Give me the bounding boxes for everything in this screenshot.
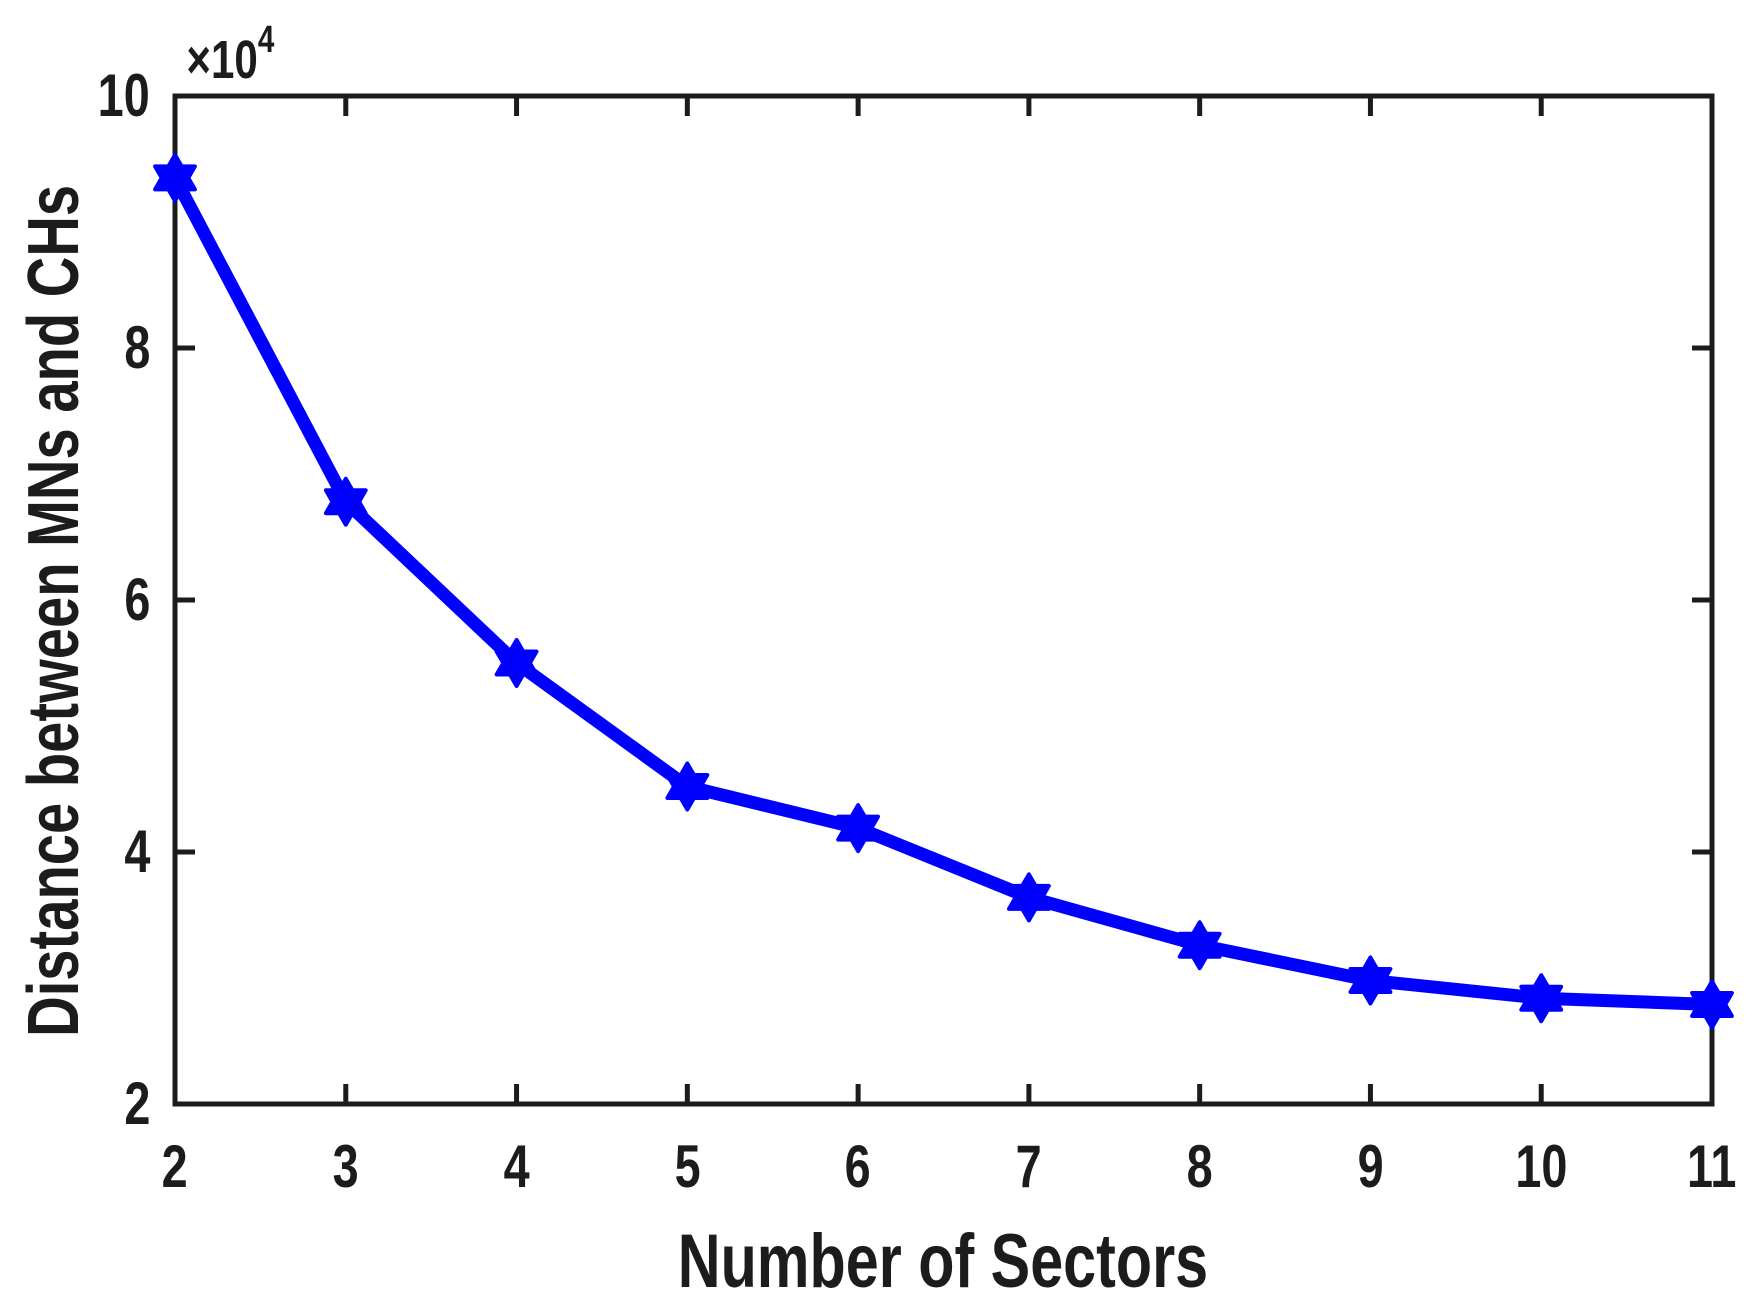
- x-tick-label-6: 6: [845, 1133, 872, 1200]
- y-tick-label-8: 8: [123, 314, 150, 381]
- data-point-x7: [1007, 872, 1051, 923]
- x-tick-label-9: 9: [1357, 1133, 1384, 1200]
- x-tick-label-8: 8: [1186, 1133, 1213, 1200]
- x-tick-label-3: 3: [332, 1133, 359, 1200]
- x-tick-label-11: 11: [1687, 1133, 1737, 1200]
- y-axis-multiplier: ×104: [174, 10, 287, 90]
- data-point-x11: [1690, 979, 1734, 1030]
- y-tick-label-10: 10: [97, 62, 150, 129]
- data-point-x10: [1519, 973, 1564, 1024]
- axis-box: [172, 93, 1715, 1107]
- x-tick-label-7: 7: [1015, 1133, 1042, 1200]
- x-tick-label-10: 10: [1515, 1133, 1568, 1200]
- x-tick-label-2: 2: [161, 1133, 189, 1200]
- y-axis-multiplier-base: ×10: [186, 30, 258, 90]
- data-point-x5: [665, 761, 710, 812]
- data-line: [169, 174, 1713, 1011]
- data-point-x4: [494, 638, 539, 688]
- x-tick-label-4: 4: [503, 1133, 530, 1200]
- data-point-x6: [836, 803, 880, 854]
- data-point-x8: [1177, 920, 1222, 971]
- data-point-x2: [153, 152, 197, 203]
- y-tick-label-6: 6: [123, 566, 150, 633]
- x-tick-label-5: 5: [674, 1133, 701, 1200]
- data-point-x3: [323, 476, 368, 527]
- y-axis-multiplier-exponent: 4: [257, 19, 275, 61]
- data-point-x9: [1348, 955, 1393, 1006]
- x-axis-title: Number of Sectors: [677, 1219, 1209, 1304]
- y-tick-label-2: 2: [123, 1070, 150, 1137]
- plot-area: [153, 93, 1734, 1107]
- y-tick-label-4: 4: [123, 818, 150, 885]
